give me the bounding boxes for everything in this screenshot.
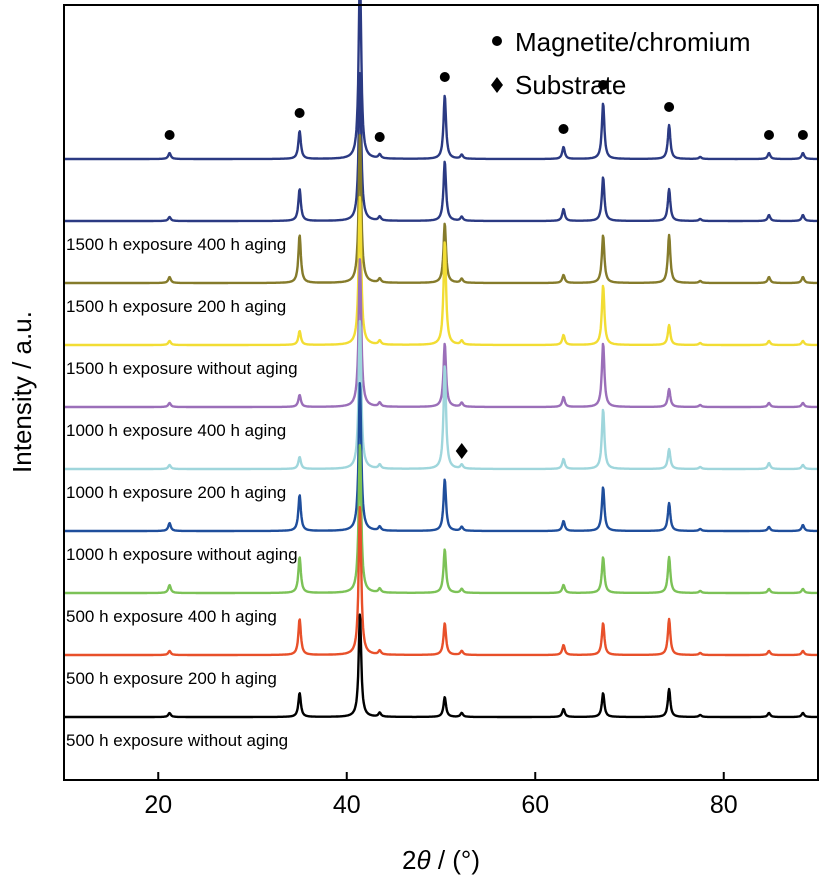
magnetite-peak-marker bbox=[439, 72, 450, 82]
x-axis-ticks: 20 40 60 80 bbox=[144, 772, 738, 819]
magnetite-peak-marker bbox=[374, 132, 385, 142]
series-line bbox=[63, 320, 819, 471]
magnetite-peak-marker bbox=[598, 80, 609, 90]
series-label: 500 h exposure without aging bbox=[66, 731, 288, 750]
series-line bbox=[63, 258, 819, 409]
x-tick-label: 40 bbox=[333, 791, 361, 819]
legend-diamond-icon bbox=[491, 77, 503, 93]
x-axis-label: 2θ / (°) bbox=[402, 845, 480, 875]
x-tick-label: 20 bbox=[144, 791, 172, 819]
series-line bbox=[63, 506, 819, 657]
series-line bbox=[63, 444, 819, 595]
x-tick-label: 60 bbox=[521, 791, 549, 819]
magnetite-peak-marker bbox=[797, 130, 808, 140]
x-axis-label-prefix: 2 bbox=[402, 845, 416, 875]
series-line bbox=[63, 0, 819, 161]
series-line bbox=[63, 382, 819, 533]
series-label: 500 h exposure 400 h aging bbox=[66, 607, 277, 626]
substrate-peak-marker bbox=[455, 443, 468, 459]
series-label: 1000 h exposure without aging bbox=[66, 545, 298, 564]
series-label: 500 h exposure 200 h aging bbox=[66, 669, 277, 688]
series-line bbox=[63, 72, 819, 223]
series-label: 1500 h exposure without aging bbox=[66, 359, 298, 378]
x-tick-label: 80 bbox=[710, 791, 738, 819]
series-line bbox=[63, 613, 819, 719]
series-traces bbox=[63, 0, 819, 719]
series-label: 1000 h exposure 200 h aging bbox=[66, 483, 286, 502]
series-label: 1500 h exposure 200 h aging bbox=[66, 297, 286, 316]
series-line bbox=[63, 134, 819, 285]
magnetite-peak-marker bbox=[664, 102, 675, 112]
peak-markers bbox=[164, 72, 808, 459]
series-labels: 500 h exposure without aging 500 h exposu… bbox=[66, 235, 298, 750]
magnetite-peak-marker bbox=[294, 108, 305, 118]
x-axis-label-unit: / (°) bbox=[431, 845, 480, 875]
legend: Magnetite/chromium Substrate bbox=[491, 27, 751, 100]
series-label: 1000 h exposure 400 h aging bbox=[66, 421, 286, 440]
magnetite-peak-marker bbox=[164, 130, 175, 140]
series-label: 1500 h exposure 400 h aging bbox=[66, 235, 286, 254]
plot-frame bbox=[63, 4, 819, 781]
series-line bbox=[63, 196, 819, 347]
x-axis-label-theta: θ bbox=[416, 845, 430, 875]
legend-circle-icon bbox=[492, 36, 502, 46]
magnetite-peak-marker bbox=[764, 130, 774, 140]
legend-label-substrate: Substrate bbox=[515, 70, 626, 100]
legend-label-magnetite: Magnetite/chromium bbox=[515, 27, 751, 57]
magnetite-peak-marker bbox=[558, 124, 569, 134]
y-axis-label: Intensity / a.u. bbox=[7, 311, 37, 473]
